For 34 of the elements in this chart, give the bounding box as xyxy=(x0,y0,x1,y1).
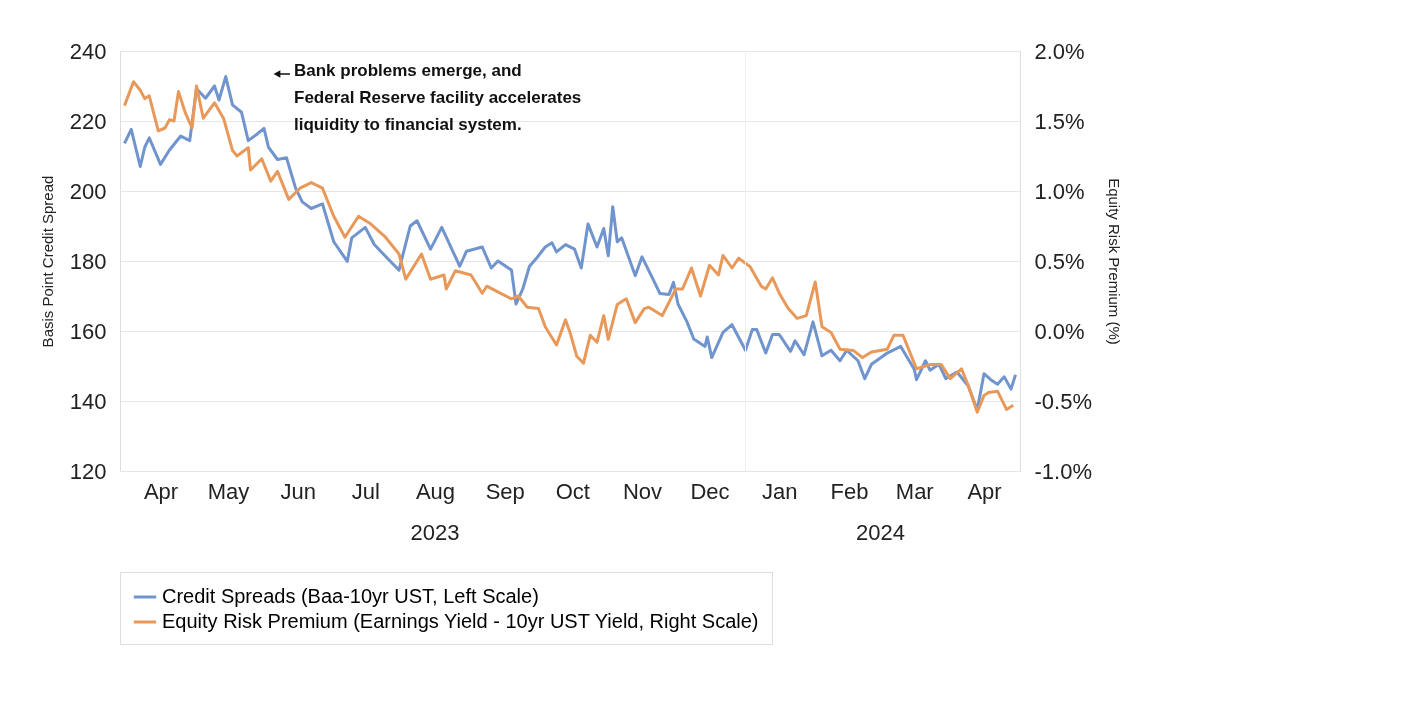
x-tick-label: Jan xyxy=(762,478,798,504)
y-tick-label: 140 xyxy=(69,388,107,414)
annotation: Bank problems emerge, and Federal Reserve facility accelerates liquidity to financial system. xyxy=(294,61,582,134)
x-tick-label: Feb xyxy=(830,478,869,504)
x-tick-label: Nov xyxy=(622,478,663,504)
y2-tick-label: -1.0% xyxy=(1034,458,1092,484)
x-tick-label: Jun xyxy=(280,478,316,504)
y2-tick-label: 0.0% xyxy=(1034,318,1085,344)
x-tick-label: May xyxy=(207,478,250,504)
x-tick-label: Apr xyxy=(967,478,1002,504)
y-tick-label: 160 xyxy=(69,318,107,344)
y2-axis-title: Equity Risk Premium (%) xyxy=(1105,178,1123,345)
x-tick-label: Aug xyxy=(415,478,456,504)
y-tick-label: 200 xyxy=(69,178,107,204)
x-tick-label: Jul xyxy=(351,478,380,504)
y-tick-label: 220 xyxy=(69,108,107,134)
y2-tick-label: 1.0% xyxy=(1034,178,1085,204)
legend-label: Equity Risk Premium (Earnings Yield - 10yr UST Yield, Right Scale) xyxy=(162,610,759,632)
y2-tick-label: 1.5% xyxy=(1034,108,1085,134)
y2-tick-label: 2.0% xyxy=(1034,38,1085,64)
y-tick-label: 120 xyxy=(69,458,107,484)
legend-label: Credit Spreads (Baa-10yr UST, Left Scale) xyxy=(162,585,539,607)
y-tick-label: 180 xyxy=(69,248,107,274)
y2-tick-label: 0.5% xyxy=(1034,248,1085,274)
text: 2024 xyxy=(856,520,905,545)
y2-tick-label: -0.5% xyxy=(1034,388,1092,414)
x-tick-label: Sep xyxy=(485,478,525,504)
x-tick-label: Dec xyxy=(690,478,730,504)
x-tick-label: Mar xyxy=(895,478,934,504)
x-tick-label: Apr xyxy=(143,478,179,504)
y-tick-label: 240 xyxy=(69,38,107,64)
text: 2023 xyxy=(410,520,460,545)
y-axis-title: Basis Point Credit Spread xyxy=(38,175,56,348)
x-tick-label: Oct xyxy=(555,478,590,504)
